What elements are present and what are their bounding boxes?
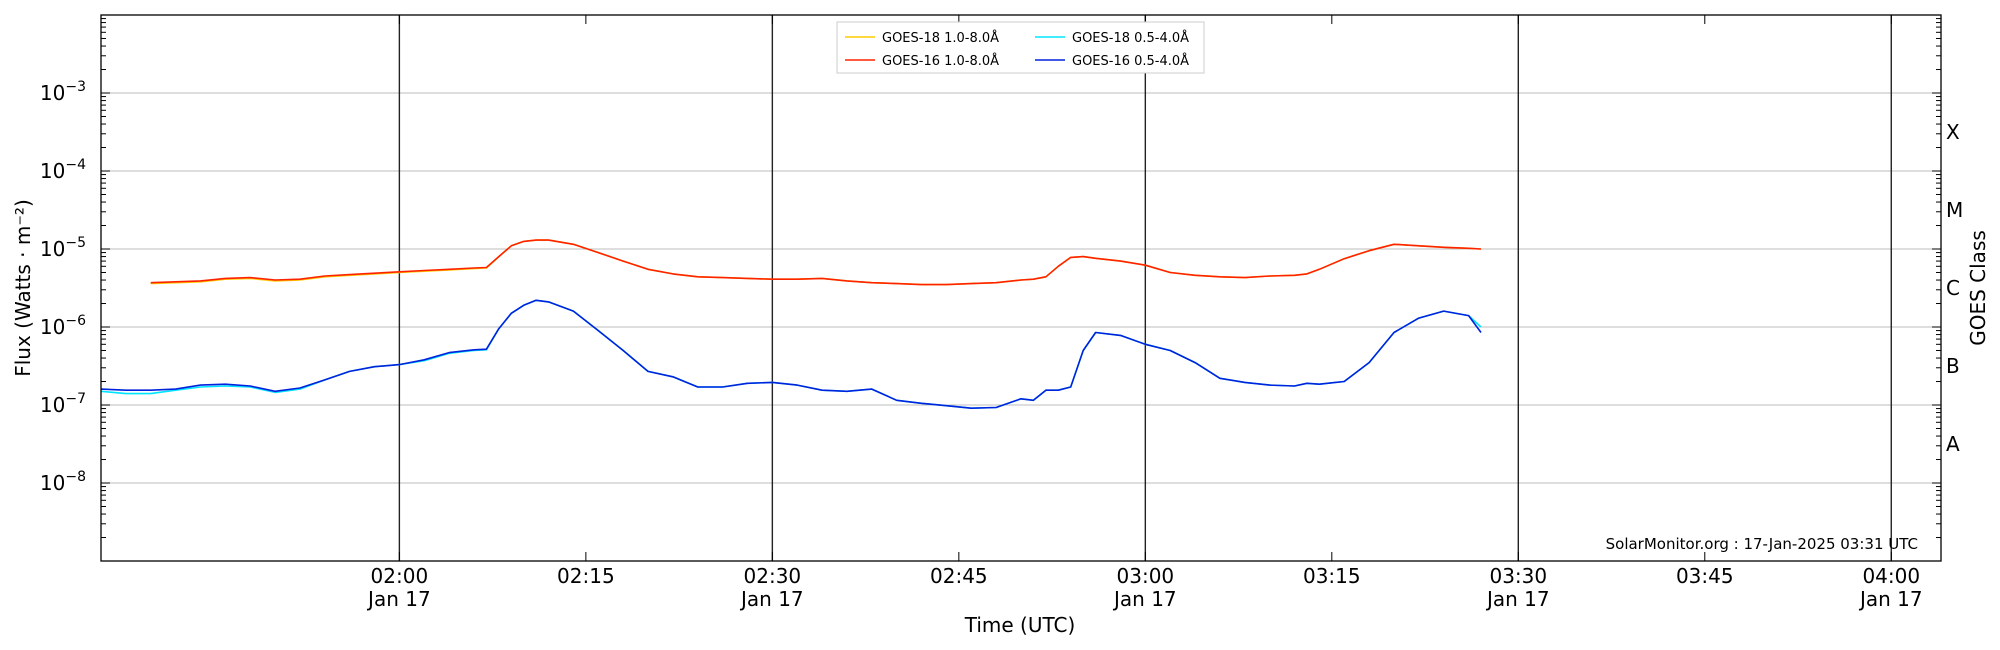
y-tick-label-1e-7: 10−7 [40, 391, 86, 417]
plot-frame [100, 14, 1942, 562]
y2-axis-title: GOES Class [1966, 230, 1990, 346]
x-tick-date-label: Jan 17 [1858, 587, 1923, 611]
y-tick-labels: 10−8 10−7 10−6 10−5 10−4 10−3 [40, 79, 86, 495]
x-tick-label: 02:00 [371, 564, 429, 588]
x-tick-label: 02:30 [744, 564, 802, 588]
horizontal-grid [101, 92, 1941, 484]
x-axis-title: Time (UTC) [964, 613, 1076, 637]
x-tick-date-label: Jan 17 [739, 587, 804, 611]
legend-label-2: GOES-18 0.5-4.0Å [1072, 30, 1189, 46]
goes-class-C: C [1946, 276, 1960, 300]
x-tick-label: 02:45 [930, 564, 988, 588]
legend-box [836, 21, 1205, 74]
x-tick-date-label: Jan 17 [1485, 587, 1550, 611]
x-tick-date-label: Jan 17 [1112, 587, 1177, 611]
x-tick-label: 04:00 [1862, 564, 1920, 588]
chart-legend: GOES-18 1.0-8.0Å GOES-18 0.5-4.0Å GOES-16 … [836, 21, 1205, 74]
goes-class-X: X [1946, 120, 1960, 144]
goes-class-M: M [1946, 198, 1963, 222]
legend-label-0: GOES-18 1.0-8.0Å [882, 30, 999, 46]
credit-text: SolarMonitor.org : 17-Jan-2025 03:31 UTC [1606, 535, 1918, 553]
goes-class-B: B [1946, 354, 1960, 378]
goes-class-labels: A B C M X [1946, 120, 1963, 456]
x-tick-label: 03:15 [1303, 564, 1361, 588]
axis-ticks [101, 15, 1941, 562]
y-tick-label-1e-5: 10−5 [40, 235, 86, 261]
series-line-1 [150, 239, 1482, 286]
series-line-3 [100, 299, 1482, 410]
series-lines [100, 239, 1482, 410]
x-tick-date-label: Jan 17 [366, 587, 431, 611]
y-tick-label-1e-6: 10−6 [40, 313, 86, 339]
x-tick-label: 02:15 [557, 564, 615, 588]
y-tick-label-1e-3: 10−3 [40, 79, 86, 105]
y-axis-title: Flux (Watts · m⁻²) [11, 199, 35, 377]
x-tick-label: 03:30 [1489, 564, 1547, 588]
legend-label-3: GOES-16 0.5-4.0Å [1072, 53, 1189, 69]
x-tick-label: 03:00 [1117, 564, 1175, 588]
y-tick-label-1e-4: 10−4 [40, 157, 86, 183]
legend-label-1: GOES-16 1.0-8.0Å [882, 53, 999, 69]
day-vertical-lines [398, 15, 1892, 561]
x-tick-label: 03:45 [1676, 564, 1734, 588]
y-tick-label-1e-8: 10−8 [40, 469, 86, 495]
goes-class-A: A [1946, 432, 1960, 456]
